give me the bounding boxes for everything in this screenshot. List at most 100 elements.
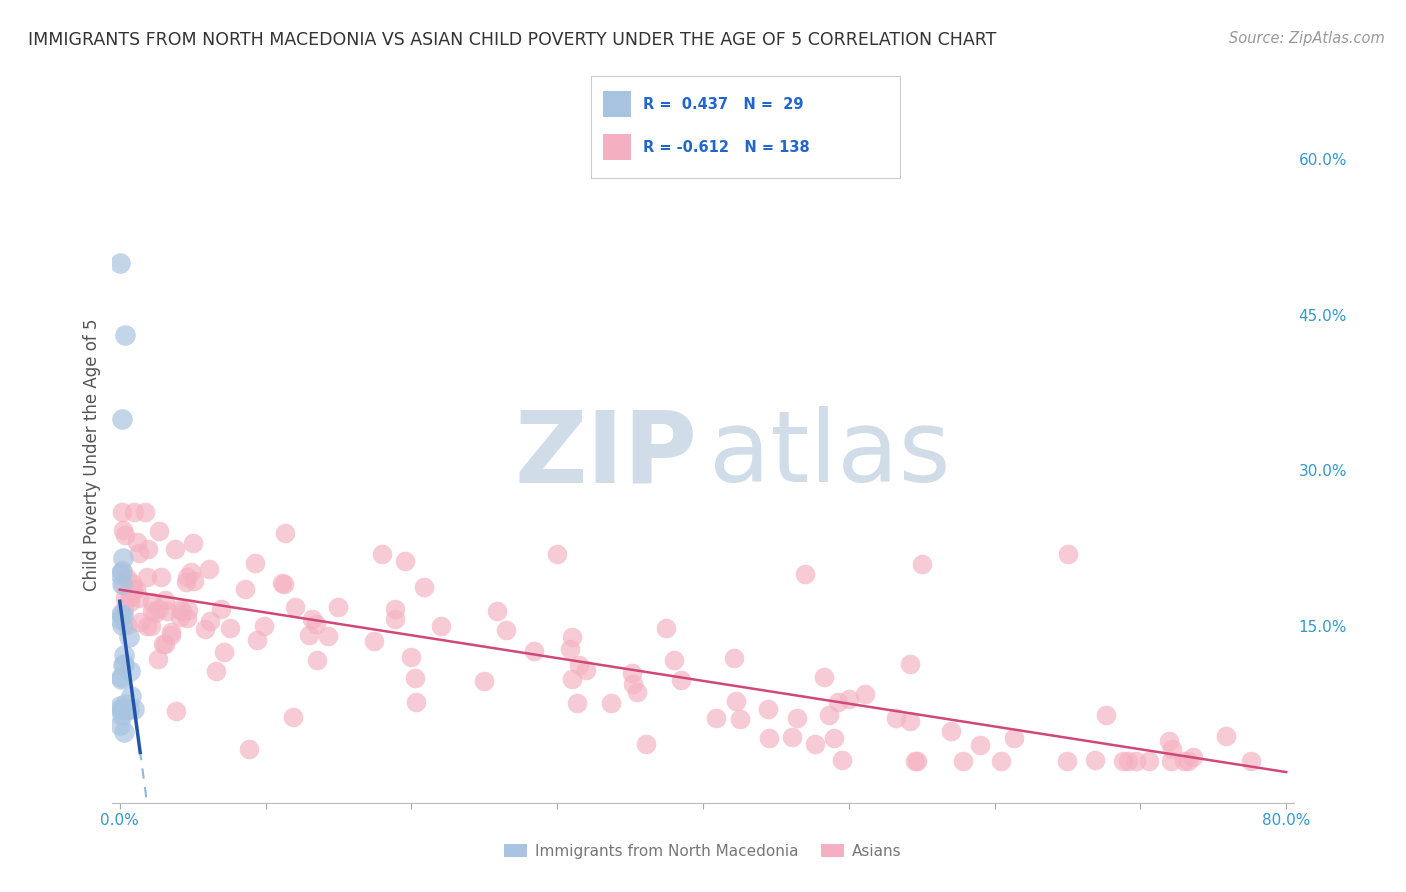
Point: [404, 671, 426, 685]
Point: [561, 672, 583, 686]
Point: [298, 628, 321, 642]
Point: [756, 701, 779, 715]
Point: [125, 582, 148, 597]
Point: [108, 612, 131, 626]
Point: [786, 711, 808, 725]
Point: [558, 642, 581, 657]
Point: [911, 557, 934, 571]
Point: [838, 691, 860, 706]
Point: [273, 577, 295, 591]
Point: [1215, 729, 1237, 743]
Point: [209, 601, 232, 615]
Point: [371, 547, 394, 561]
Point: [118, 595, 141, 609]
Point: [111, 657, 134, 672]
Point: [136, 542, 159, 557]
Point: [1160, 742, 1182, 756]
Point: [111, 565, 134, 579]
Point: [156, 604, 179, 618]
Point: [112, 602, 135, 616]
Point: [898, 714, 921, 728]
Point: [780, 730, 803, 744]
Point: [246, 633, 269, 648]
Point: [245, 556, 267, 570]
Point: [969, 738, 991, 752]
Point: [620, 666, 643, 681]
Point: [108, 566, 131, 581]
Point: [399, 650, 422, 665]
Point: [152, 637, 174, 651]
Point: [112, 550, 135, 565]
Point: [1056, 754, 1078, 768]
Point: [1160, 754, 1182, 768]
Point: [952, 754, 974, 768]
Point: [117, 630, 139, 644]
Point: [1157, 733, 1180, 747]
Point: [112, 657, 135, 671]
Point: [111, 411, 134, 425]
Point: [118, 664, 141, 678]
Point: [149, 569, 172, 583]
Point: [114, 528, 136, 542]
Point: [600, 697, 623, 711]
Point: [120, 689, 142, 703]
Point: [155, 593, 177, 607]
Point: [831, 753, 853, 767]
Point: [110, 672, 132, 686]
Point: [129, 615, 152, 629]
Point: [181, 536, 204, 550]
Text: R = -0.612   N = 138: R = -0.612 N = 138: [643, 140, 810, 154]
Point: [886, 711, 908, 725]
Point: [111, 707, 134, 722]
Point: [394, 554, 416, 568]
Point: [905, 754, 928, 768]
Point: [318, 629, 340, 643]
Point: [813, 670, 835, 684]
Point: [654, 621, 676, 635]
Point: [110, 718, 132, 732]
Point: [233, 582, 256, 596]
Point: [114, 648, 136, 662]
FancyBboxPatch shape: [603, 91, 631, 117]
Point: [1137, 754, 1160, 768]
Point: [669, 673, 692, 688]
Point: [143, 606, 166, 620]
Point: [169, 602, 191, 616]
Point: [384, 602, 406, 616]
Point: [823, 731, 845, 745]
Point: [1177, 754, 1199, 768]
Point: [270, 576, 292, 591]
Point: [111, 617, 134, 632]
Point: [568, 657, 591, 672]
Point: [122, 582, 145, 596]
Point: [110, 670, 132, 684]
Point: [125, 534, 148, 549]
Point: [621, 677, 644, 691]
Text: R =  0.437   N =  29: R = 0.437 N = 29: [643, 96, 804, 112]
Text: IMMIGRANTS FROM NORTH MACEDONIA VS ASIAN CHILD POVERTY UNDER THE AGE OF 5 CORREL: IMMIGRANTS FROM NORTH MACEDONIA VS ASIAN…: [28, 31, 997, 49]
Point: [124, 505, 146, 519]
Point: [1173, 754, 1195, 768]
Point: [305, 616, 328, 631]
Point: [706, 711, 728, 725]
Y-axis label: Child Poverty Under the Age of 5: Child Poverty Under the Age of 5: [83, 318, 101, 591]
Point: [546, 547, 568, 561]
Point: [561, 630, 583, 644]
Point: [139, 618, 162, 632]
Point: [794, 567, 817, 582]
Point: [177, 603, 200, 617]
Point: [1182, 750, 1205, 764]
Point: [472, 673, 495, 688]
Legend: Immigrants from North Macedonia, Asians: Immigrants from North Macedonia, Asians: [498, 838, 908, 864]
Point: [111, 505, 134, 519]
Point: [1112, 754, 1135, 768]
Point: [939, 723, 962, 738]
Point: [1125, 754, 1147, 768]
Point: [636, 737, 658, 751]
Point: [405, 695, 427, 709]
Point: [115, 617, 138, 632]
Point: [176, 570, 198, 584]
Point: [114, 591, 136, 606]
Point: [495, 623, 517, 637]
Point: [110, 577, 132, 591]
